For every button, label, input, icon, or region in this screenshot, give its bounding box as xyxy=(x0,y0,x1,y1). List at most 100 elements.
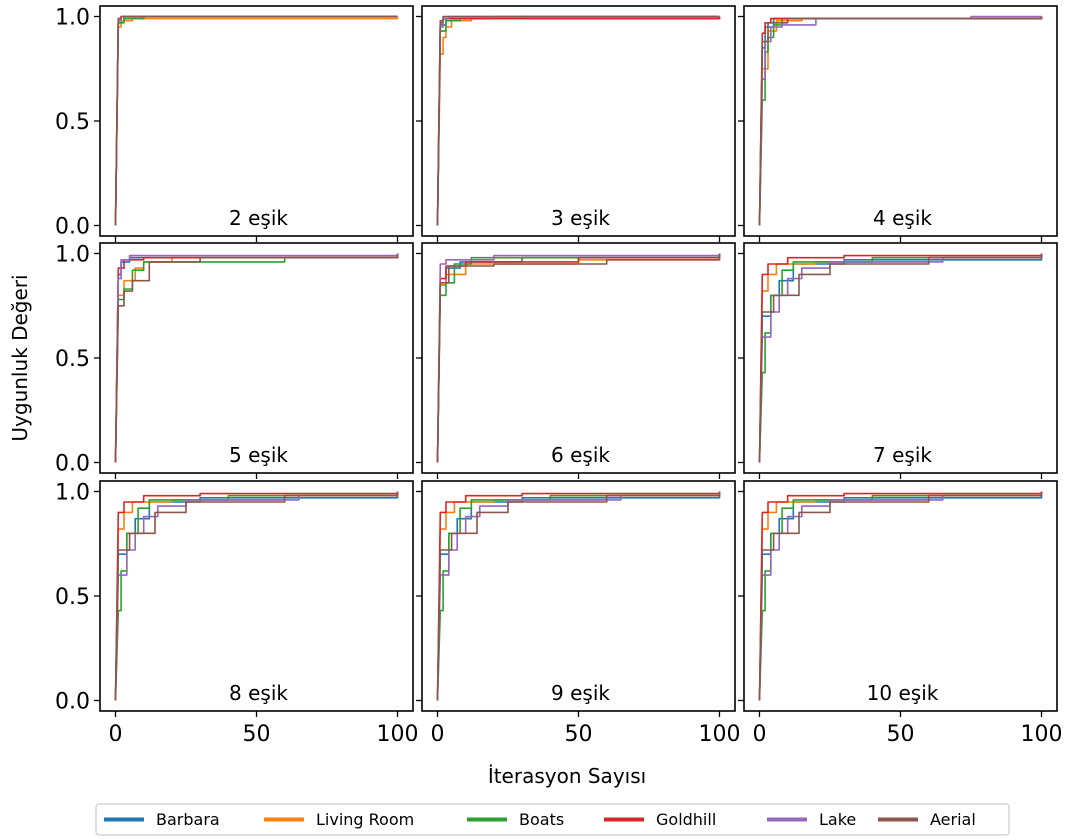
series-line-goldhill xyxy=(436,253,721,463)
series-line-living-room xyxy=(758,491,1043,701)
legend-label-boats: Boats xyxy=(519,810,564,829)
series-line-goldhill xyxy=(114,491,399,701)
x-tick-label: 50 xyxy=(565,722,593,747)
x-tick-label: 0 xyxy=(431,722,445,747)
subplot-label: 6 eşik xyxy=(551,443,610,467)
subplot-panel: 0.0 0.5 1.0 2 eşik xyxy=(55,5,414,242)
x-tick-label: 0 xyxy=(109,722,123,747)
series-line-aerial xyxy=(436,491,721,701)
legend-label-lake: Lake xyxy=(819,810,856,829)
series-line-goldhill xyxy=(114,15,398,226)
series-line-boats xyxy=(436,491,721,701)
subplot-frame xyxy=(99,480,414,712)
subplot-frame xyxy=(421,5,736,237)
subplot-label: 5 eşik xyxy=(229,443,288,467)
subplot-frame xyxy=(421,242,736,474)
series-line-boats xyxy=(114,15,398,226)
subplot-panel: 3 eşik xyxy=(416,5,736,242)
series-line-goldhill xyxy=(436,491,721,701)
x-tick-label: 100 xyxy=(377,722,419,747)
subplot-label: 9 eşik xyxy=(551,681,610,705)
subplot-grid: 0.0 0.5 1.0 2 eşik 3 eşik 4 eşik 0.0 0.5 1.0 5 eş… xyxy=(55,5,1063,747)
x-tick-label: 100 xyxy=(1021,722,1063,747)
y-tick-label: 1.0 xyxy=(55,481,90,506)
series-line-goldhill xyxy=(436,16,721,226)
series-line-lake xyxy=(436,491,721,701)
legend-label-aerial: Aerial xyxy=(930,810,976,829)
y-tick-label: 0.0 xyxy=(55,690,90,715)
series-line-living-room xyxy=(436,491,721,701)
series-line-barbara xyxy=(114,253,399,463)
series-line-lake xyxy=(758,15,1042,226)
y-tick-label: 0.5 xyxy=(55,110,90,135)
subplot-panel: 4 eşik xyxy=(738,5,1058,242)
y-tick-label: 0.0 xyxy=(55,452,90,477)
subplot-frame xyxy=(743,242,1058,474)
subplot-frame xyxy=(743,5,1058,237)
series-line-barbara xyxy=(436,16,721,226)
subplot-frame xyxy=(99,5,414,237)
series-line-goldhill xyxy=(758,16,1043,226)
x-axis-title: İterasyon Sayısı xyxy=(488,764,646,788)
series-line-boats xyxy=(436,15,720,226)
series-line-boats xyxy=(758,253,1043,463)
y-tick-label: 1.0 xyxy=(55,243,90,268)
series-line-goldhill xyxy=(114,253,399,463)
series-line-living-room xyxy=(436,15,720,226)
series-line-barbara xyxy=(114,491,399,701)
series-line-boats xyxy=(114,253,399,463)
y-tick-label: 0.0 xyxy=(55,215,90,240)
subplot-label: 3 eşik xyxy=(551,206,610,230)
subplot-panel: 0 50 100 10 eşik xyxy=(738,480,1063,747)
series-line-living-room xyxy=(758,16,1043,226)
series-line-goldhill xyxy=(758,253,1043,463)
series-line-lake xyxy=(114,491,399,701)
subplot-panel: 0.0 0.5 1.0 0 50 100 8 eşik xyxy=(55,480,419,747)
y-tick-label: 1.0 xyxy=(55,6,90,31)
series-line-lake xyxy=(436,15,720,226)
subplot-panel: 7 eşik xyxy=(738,242,1058,479)
series-line-barbara xyxy=(436,253,721,463)
series-line-living-room xyxy=(114,491,399,701)
series-line-aerial xyxy=(758,253,1043,463)
subplot-label: 7 eşik xyxy=(873,443,932,467)
subplot-panel: 6 eşik xyxy=(416,242,736,479)
y-axis-title: Uygunluk Değeri xyxy=(8,274,32,441)
series-line-barbara xyxy=(436,491,721,701)
legend-label-goldhill: Goldhill xyxy=(656,810,716,829)
x-tick-label: 0 xyxy=(753,722,767,747)
series-line-aerial xyxy=(114,15,398,226)
subplot-label: 2 eşik xyxy=(229,206,288,230)
subplot-label: 4 eşik xyxy=(873,206,932,230)
series-line-aerial xyxy=(758,16,1043,226)
series-line-aerial xyxy=(114,491,399,701)
series-line-barbara xyxy=(758,253,1043,463)
series-line-boats xyxy=(436,253,721,463)
series-line-lake xyxy=(114,253,399,463)
series-line-aerial xyxy=(114,253,399,463)
subplot-frame xyxy=(421,480,736,712)
series-line-boats xyxy=(758,16,1043,226)
series-line-lake xyxy=(114,15,398,226)
series-line-barbara xyxy=(758,491,1043,701)
subplot-panel: 0.0 0.5 1.0 5 eşik xyxy=(55,242,414,479)
series-line-lake xyxy=(758,491,1043,701)
series-line-aerial xyxy=(758,491,1043,701)
legend-box xyxy=(95,803,1010,836)
y-tick-label: 0.5 xyxy=(55,347,90,372)
series-line-lake xyxy=(758,253,1043,463)
series-line-boats xyxy=(114,491,399,701)
series-line-goldhill xyxy=(758,491,1043,701)
series-line-aerial xyxy=(436,15,720,226)
legend-label-living-room: Living Room xyxy=(316,810,414,829)
subplot-frame xyxy=(99,242,414,474)
series-line-aerial xyxy=(436,253,721,463)
y-tick-label: 0.5 xyxy=(55,585,90,610)
x-tick-label: 50 xyxy=(243,722,271,747)
subplot-frame xyxy=(743,480,1058,712)
series-line-barbara xyxy=(758,16,1043,226)
series-line-boats xyxy=(758,491,1043,701)
series-line-barbara xyxy=(114,15,398,226)
series-line-lake xyxy=(436,253,721,463)
